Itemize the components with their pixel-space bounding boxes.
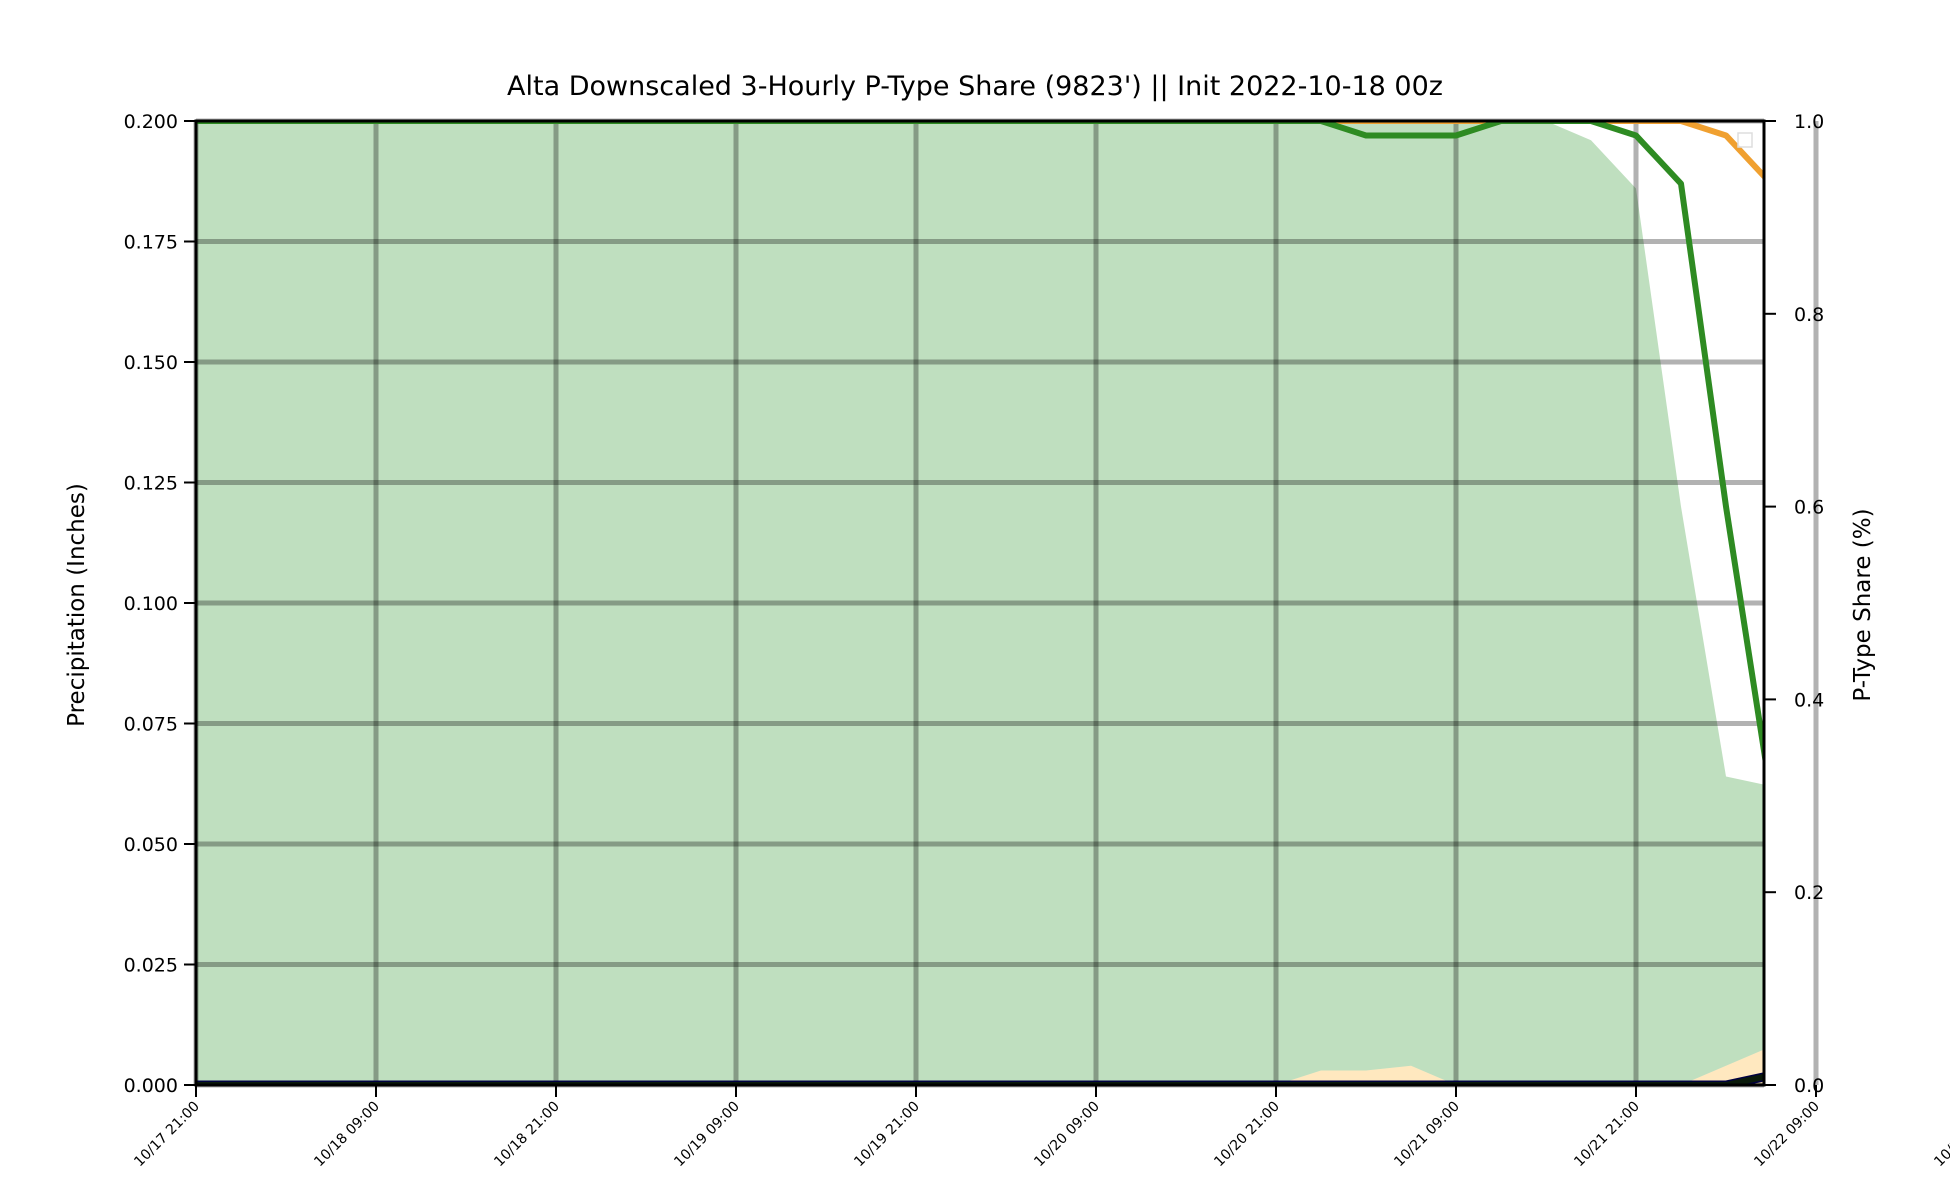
y2-tick-label-2: 0.4 [1794, 689, 1824, 711]
y-axis-label: Precipitation (Inches) [64, 483, 90, 727]
y-tick-label-0: 0.000 [124, 1075, 178, 1097]
x-tick-label-5: 10/20 09:00 [1031, 1099, 1103, 1171]
chart-title: Alta Downscaled 3-Hourly P-Type Share (9… [507, 71, 1443, 102]
y2-tick-label-3: 0.6 [1794, 497, 1824, 519]
x-tick-label-10: 10/22 21:00 [1931, 1099, 1950, 1171]
x-tick-label-3: 10/19 09:00 [671, 1099, 743, 1171]
y2-tick-label-5: 1.0 [1794, 111, 1824, 133]
y2-tick-label-4: 0.8 [1794, 304, 1824, 326]
y-tick-label-6: 0.150 [124, 352, 178, 374]
y-tick-label-7: 0.175 [124, 232, 178, 254]
y2-tick-label-0: 0.0 [1794, 1075, 1824, 1097]
x-tick-label-8: 10/21 21:00 [1571, 1099, 1643, 1171]
share-area-1 [196, 1049, 1764, 1085]
y2-axis-label: P-Type Share (%) [1850, 508, 1876, 701]
y-tick-label-8: 0.200 [124, 111, 178, 133]
x-tick-label-1: 10/18 09:00 [311, 1099, 383, 1171]
legend-box [1737, 132, 1753, 148]
x-tick-label-9: 10/22 09:00 [1751, 1099, 1823, 1171]
plot-area: 0.000 0.025 0.050 0.075 0.100 0.125 0.150 0.175… [124, 111, 1950, 1170]
y2-tick-label-1: 0.2 [1794, 882, 1824, 904]
x-tick-label-2: 10/18 21:00 [491, 1099, 563, 1171]
x-tick-label-4: 10/19 21:00 [851, 1099, 923, 1171]
y-tick-label-3: 0.075 [124, 714, 178, 736]
x-tick-label-7: 10/21 09:00 [1391, 1099, 1463, 1171]
y-tick-label-4: 0.100 [124, 593, 178, 615]
share-area-2 [196, 121, 1764, 1085]
y-tick-label-5: 0.125 [124, 473, 178, 495]
x-tick-label-0: 10/17 21:00 [131, 1099, 203, 1171]
y-tick-label-1: 0.025 [124, 955, 178, 977]
y-tick-label-2: 0.050 [124, 834, 178, 856]
x-tick-label-6: 10/20 21:00 [1211, 1099, 1283, 1171]
